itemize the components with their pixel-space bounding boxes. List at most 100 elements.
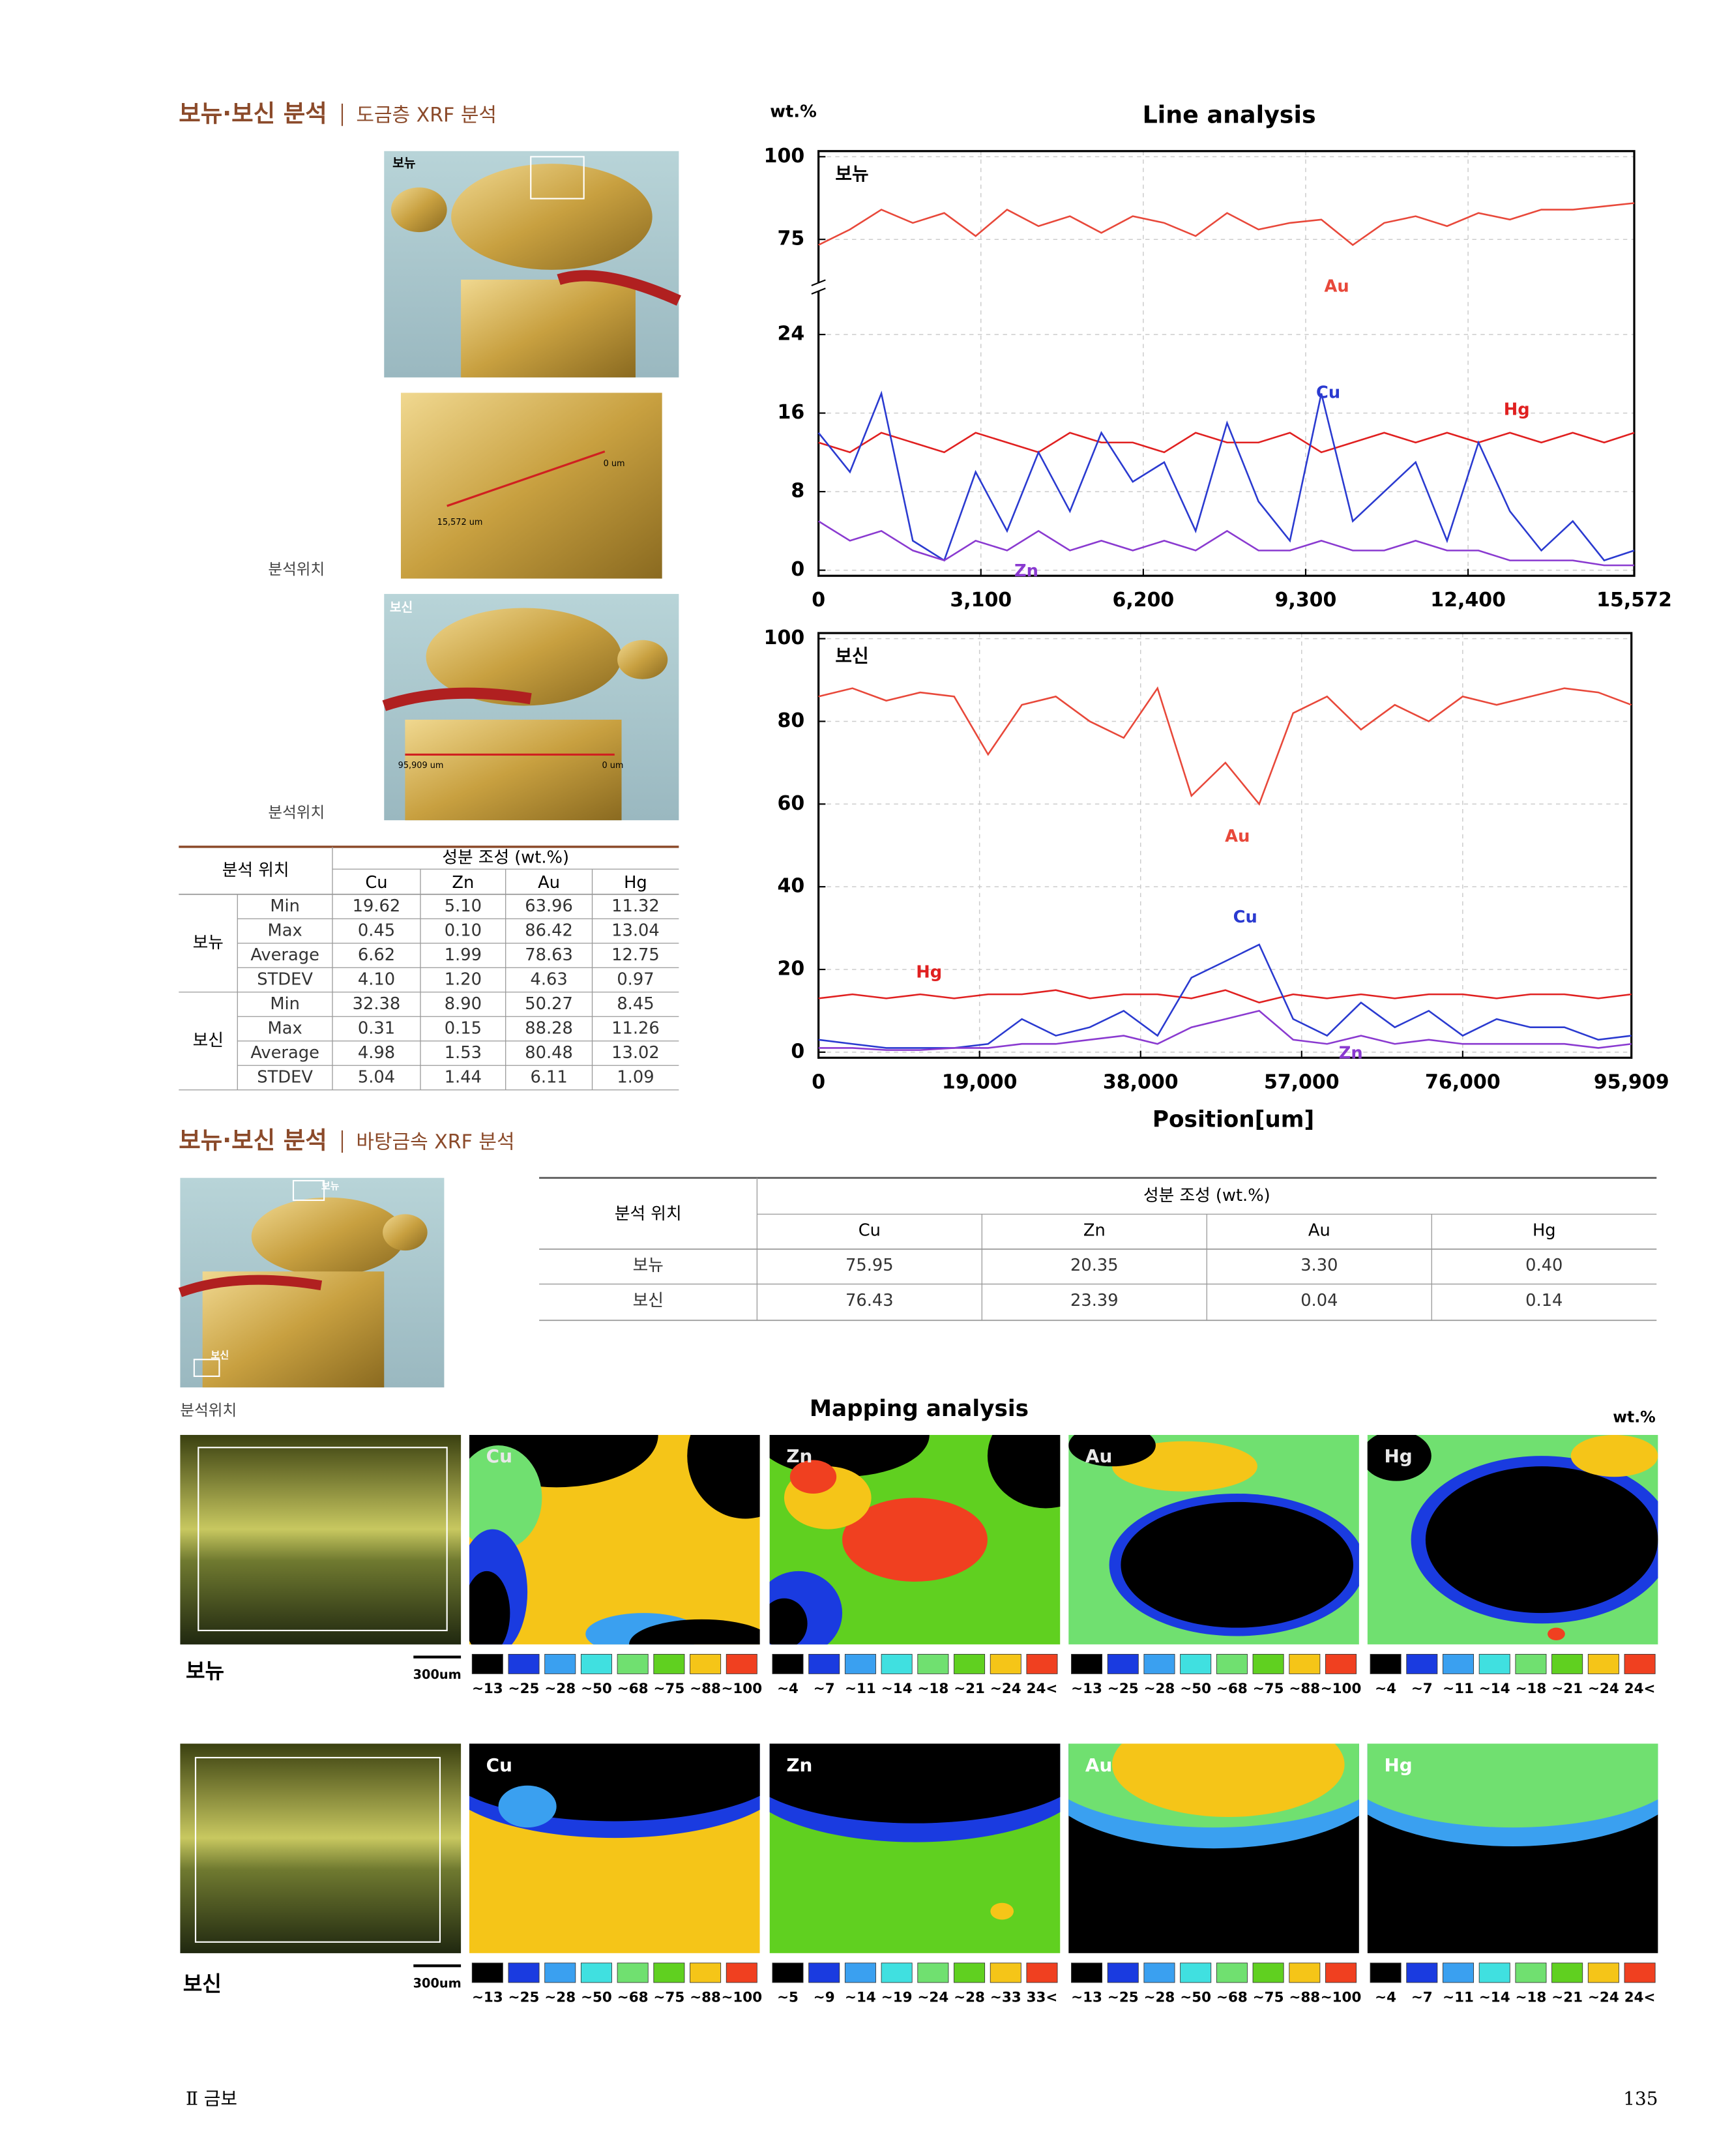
legend-swatch	[808, 1962, 840, 1983]
series-label: Au	[1324, 277, 1349, 297]
legend-label: ~18	[1516, 1681, 1547, 1697]
series-line	[818, 1010, 1632, 1051]
legend-label: 33<	[1027, 1989, 1058, 2005]
unit-label: wt.%	[770, 102, 817, 121]
legend-label: ~25	[1108, 1681, 1139, 1697]
scale-label: 300um	[413, 1976, 462, 1991]
x-tick-label: 6,200	[1112, 589, 1174, 612]
legend-label: ~7	[814, 1681, 835, 1697]
row-label: 보뉴	[633, 1256, 664, 1275]
legend-label: ~75	[654, 1989, 685, 2005]
scale-label: 300um	[413, 1667, 462, 1682]
legend-label: ~24	[1588, 1989, 1619, 2005]
x-tick-label: 95,909	[1594, 1071, 1669, 1093]
table-cell: 32.38	[353, 994, 401, 1014]
legend-swatch	[1370, 1962, 1402, 1983]
legend-label: ~75	[1253, 1681, 1284, 1697]
map-region	[789, 1460, 837, 1494]
legend-label: ~4	[1375, 1989, 1396, 2005]
legend-label: ~28	[544, 1681, 576, 1697]
series-label: Au	[1225, 827, 1250, 846]
legend-swatch	[1325, 1962, 1357, 1983]
x-tick-label: 0	[812, 589, 825, 612]
group-label: 보뉴	[193, 933, 224, 952]
legend-swatch	[844, 1653, 876, 1674]
row-label: 보신	[633, 1291, 664, 1310]
element-map	[769, 1434, 1061, 1645]
legend-swatch	[1180, 1962, 1212, 1983]
legend-label: ~50	[1180, 1989, 1211, 2005]
legend-label: ~21	[1551, 1681, 1583, 1697]
map-region	[1068, 1434, 1156, 1467]
table-cell: 11.32	[611, 896, 660, 916]
table-cell: 5.10	[445, 896, 482, 916]
scan-label: 0 um	[604, 459, 625, 469]
legend-label: 24<	[1027, 1681, 1058, 1697]
legend-swatch	[1071, 1653, 1103, 1674]
legend-swatch	[1107, 1653, 1139, 1674]
x-tick-label: 38,000	[1103, 1071, 1179, 1093]
y-tick-label: 20	[777, 958, 804, 981]
legend-label: ~18	[1516, 1989, 1547, 2005]
map-row-label: 보뉴	[186, 1659, 224, 1683]
legend-swatch	[1289, 1962, 1321, 1983]
x-tick-label: 0	[812, 1071, 825, 1093]
element-label: Cu	[486, 1445, 512, 1467]
legend-label: ~100	[721, 1989, 762, 2005]
legend-swatch	[544, 1653, 576, 1674]
legend-label: ~21	[954, 1681, 985, 1697]
legend-swatch	[917, 1962, 949, 1983]
legend-label: ~88	[1289, 1989, 1320, 2005]
series-label: Zn	[1339, 1043, 1363, 1063]
stat-label: STDEV	[257, 969, 313, 989]
micrograph-bosin	[180, 1743, 462, 1953]
legend-swatch	[772, 1653, 804, 1674]
legend-label: ~11	[845, 1681, 876, 1697]
legend-label: ~75	[1253, 1989, 1284, 2005]
axis-break	[811, 288, 826, 295]
table-cell: 78.63	[525, 945, 573, 965]
element-label: Au	[1085, 1754, 1112, 1776]
y-tick-label: 0	[791, 558, 804, 581]
table-cell: 3.30	[1300, 1256, 1338, 1275]
table-cell: 1.53	[445, 1043, 482, 1063]
photo-base	[178, 1177, 445, 1388]
table-cell: 4.10	[358, 969, 395, 989]
element-map	[1068, 1434, 1359, 1645]
legend-swatch	[471, 1653, 503, 1674]
legend-swatch	[580, 1962, 612, 1983]
map-region	[1570, 1434, 1658, 1477]
photo-detail	[400, 392, 662, 579]
map-region	[1367, 1743, 1658, 1828]
legend-label: ~21	[1551, 1989, 1583, 2005]
table-cell: 4.98	[358, 1043, 395, 1063]
legend-swatch	[1252, 1962, 1284, 1983]
table-cell: 6.11	[530, 1067, 567, 1087]
legend-swatch	[1216, 1962, 1248, 1983]
legend-swatch	[1071, 1962, 1103, 1983]
series-label: Cu	[1233, 908, 1257, 927]
y-tick-label: 0	[791, 1040, 804, 1063]
table-cell: 80.48	[525, 1043, 573, 1063]
legend-label: ~88	[1289, 1681, 1320, 1697]
table-cell: 13.04	[611, 921, 660, 940]
legend-label: ~88	[690, 1989, 721, 2005]
legend-label: ~4	[1375, 1681, 1396, 1697]
table-header: 분석 위치	[615, 1204, 682, 1224]
table-cell: 63.96	[525, 896, 573, 916]
legend-label: ~25	[508, 1989, 540, 2005]
legend-label: ~4	[777, 1681, 799, 1697]
legend-label: ~68	[1216, 1989, 1248, 2005]
legend-swatch	[508, 1653, 540, 1674]
legend-swatch	[1624, 1962, 1656, 1983]
table-cell: 8.45	[617, 994, 654, 1014]
axis-break	[811, 279, 826, 287]
legend-label: ~28	[1144, 1989, 1175, 2005]
map-region	[498, 1785, 557, 1828]
x-tick-label: 19,000	[942, 1071, 1018, 1093]
legend-swatch	[1551, 1962, 1583, 1983]
legend-swatch	[881, 1962, 913, 1983]
photo-bosin	[382, 594, 679, 821]
location-label: 분석위치	[268, 560, 325, 578]
legend-label: ~11	[1443, 1681, 1474, 1697]
